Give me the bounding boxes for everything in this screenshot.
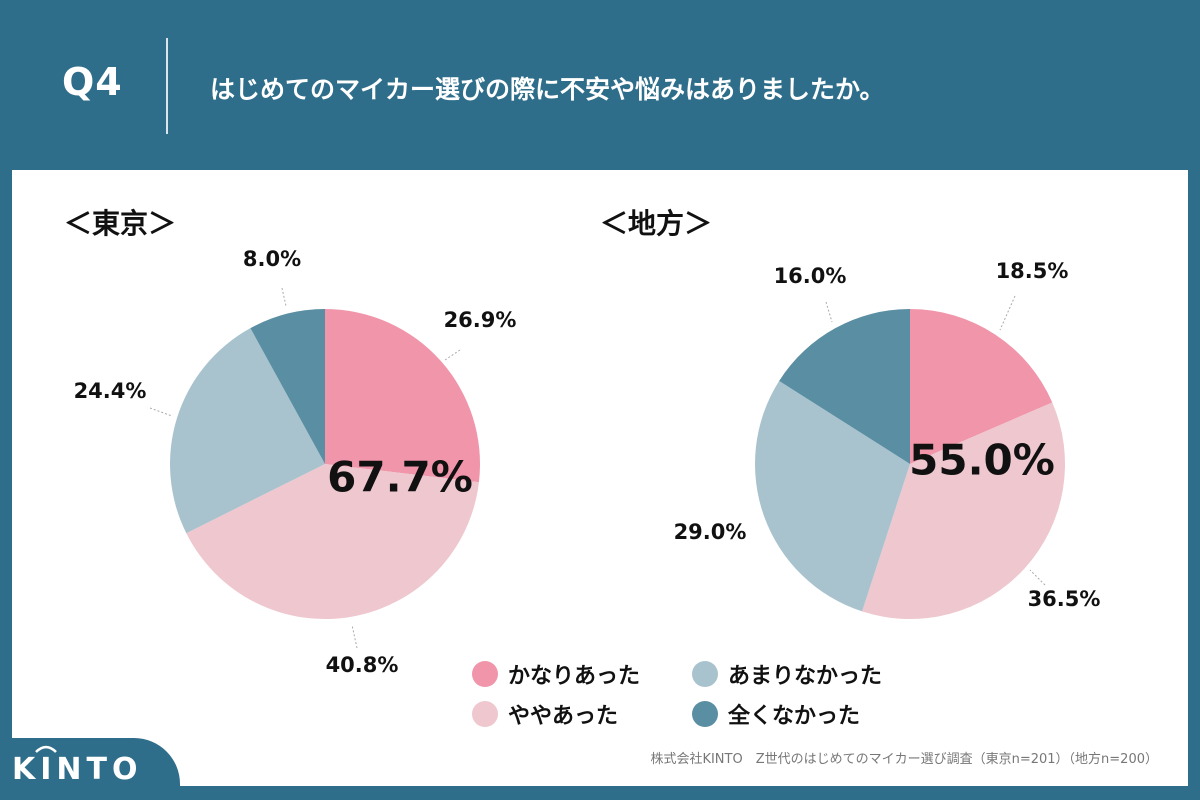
pie-slice-1-amari — [754, 380, 910, 612]
leader-line-0-kanari — [444, 349, 461, 361]
legend-swatch-yaya — [472, 701, 498, 727]
center-label-0: 67.7% — [327, 453, 473, 502]
legend-swatch-kanari — [472, 661, 498, 687]
pie-slice-1-yaya — [862, 402, 1065, 619]
center-label-1: 55.0% — [909, 436, 1055, 485]
value-label-0-kanari: 26.9% — [444, 308, 517, 332]
value-label-1-kanari: 18.5% — [996, 259, 1069, 283]
leader-line-0-amari — [149, 407, 173, 417]
pie-slice-0-mattaku — [250, 309, 325, 464]
legend-label: かなりあった — [508, 664, 641, 689]
value-label-1-amari: 29.0% — [674, 520, 747, 544]
pie-slice-1-kanari — [910, 309, 1053, 464]
pie-slice-0-yaya — [186, 464, 479, 619]
legend-item-mattaku: 全くなかった — [692, 698, 860, 730]
value-label-0-yaya: 40.8% — [326, 653, 399, 677]
value-label-0-amari: 24.4% — [74, 379, 147, 403]
pie-slice-1-mattaku — [779, 309, 910, 464]
leader-line-1-mattaku — [825, 301, 833, 323]
leader-line-0-mattaku — [281, 287, 287, 307]
legend-swatch-mattaku — [692, 701, 718, 727]
pie-slice-0-amari — [170, 328, 325, 534]
question-text: はじめてのマイカー選びの際に不安や悩みはありましたか。 — [210, 75, 885, 104]
header-divider — [166, 38, 168, 134]
logo-arc-icon — [35, 745, 57, 753]
source-note: 株式会社KINTO Z世代のはじめてのマイカー選び調査（東京n=201）（地方n… — [650, 752, 1158, 767]
legend-item-kanari: かなりあった — [472, 658, 640, 690]
legend-swatch-amari — [692, 661, 718, 687]
value-label-0-mattaku: 8.0% — [243, 247, 301, 271]
tokyo-title: ＜東京＞ — [64, 207, 177, 240]
leader-line-1-yaya — [1029, 569, 1046, 586]
legend-label: ややあった — [508, 704, 619, 729]
legend-label: あまりなかった — [728, 664, 883, 689]
leader-line-0-yaya — [351, 624, 358, 649]
kinto-logo: KINTO — [12, 752, 143, 787]
chiho-title: ＜地方＞ — [600, 207, 713, 240]
legend-item-yaya: ややあった — [472, 698, 618, 730]
logo-tab — [0, 738, 180, 800]
legend-label: 全くなかった — [728, 704, 861, 729]
value-label-1-yaya: 36.5% — [1028, 587, 1101, 611]
header: Q4 はじめてのマイカー選びの際に不安や悩みはありましたか。 — [0, 0, 1200, 170]
value-label-1-mattaku: 16.0% — [774, 264, 847, 288]
leader-line-1-kanari — [999, 295, 1016, 331]
question-number: Q4 — [62, 60, 123, 104]
pie-slice-0-kanari — [325, 309, 481, 483]
legend-item-amari: あまりなかった — [692, 658, 882, 690]
